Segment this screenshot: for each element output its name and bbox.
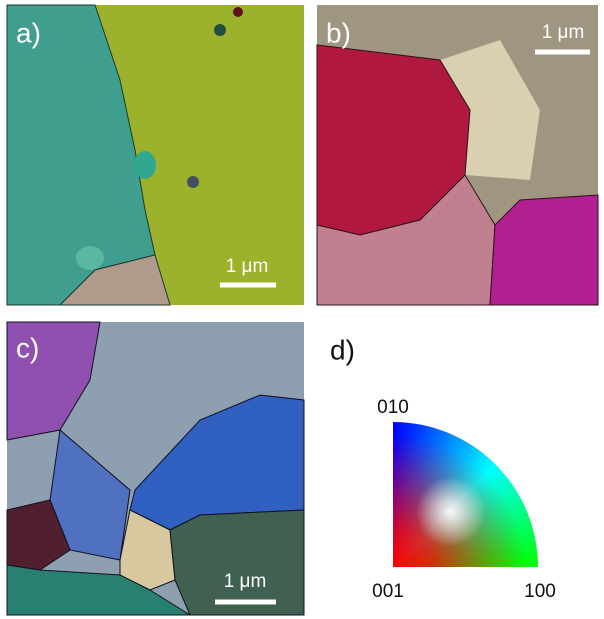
panel-label: d) bbox=[330, 334, 355, 365]
particle bbox=[187, 176, 199, 188]
particle bbox=[233, 7, 243, 17]
scale-bar-label: 1 μm bbox=[226, 256, 269, 277]
key-label: 100 bbox=[524, 581, 556, 602]
panel-label: b) bbox=[326, 17, 351, 48]
key-label: 001 bbox=[372, 581, 404, 602]
particle bbox=[134, 151, 156, 179]
grain bbox=[170, 510, 304, 615]
figure: a) 1 μm b) 1 μm c) 1 μm d) 010 001 100 bbox=[0, 0, 604, 619]
panel-b bbox=[317, 5, 598, 305]
particle bbox=[76, 246, 104, 270]
key-label: 010 bbox=[377, 397, 409, 418]
scale-bar-label: 1 μm bbox=[224, 571, 267, 592]
panel-label: c) bbox=[16, 332, 39, 363]
scale-bar-label: 1 μm bbox=[542, 22, 585, 43]
particle bbox=[214, 24, 226, 36]
panel-label: a) bbox=[16, 17, 41, 48]
